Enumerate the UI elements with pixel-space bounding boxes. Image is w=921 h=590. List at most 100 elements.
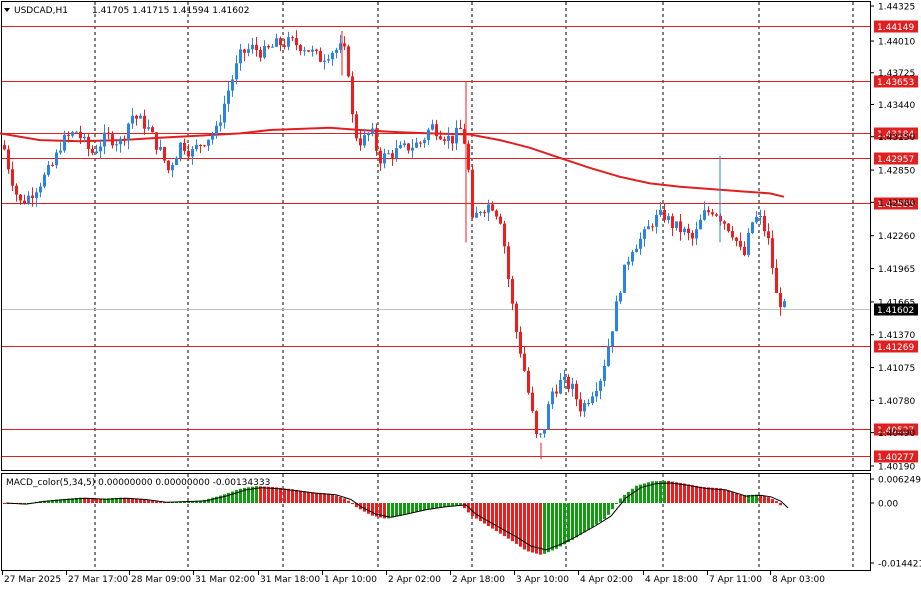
collapse-triangle-icon[interactable] (4, 8, 10, 12)
macd-bar (591, 503, 594, 528)
level-line-7[interactable]: 1.40277 (2, 450, 918, 464)
candle (387, 149, 390, 155)
macd-bar (103, 498, 106, 503)
macd-panel[interactable] (1, 473, 871, 571)
candle (467, 140, 470, 173)
macd-bar (575, 503, 578, 538)
candle (391, 150, 394, 166)
candle (15, 183, 18, 202)
level-line-3[interactable]: 1.42957 (2, 152, 918, 166)
macd-bar (647, 482, 650, 503)
candle (311, 45, 314, 57)
macd-bar (255, 486, 258, 503)
time-axis[interactable]: 27 Mar 2025 27 Mar 17:00 28 Mar 09:00 31 Ma… (2, 571, 826, 585)
candle (195, 139, 198, 152)
candle (447, 127, 450, 149)
candle (23, 194, 26, 205)
macd-bar (735, 493, 738, 503)
time-tick-label: 31 Mar 02:00 (195, 575, 255, 585)
macd-bar (379, 503, 382, 518)
macd-bar (387, 503, 390, 519)
candle (475, 206, 478, 218)
time-tick-label: 27 Mar 2025 (4, 575, 61, 585)
level-price-label-5: 1.41269 (877, 343, 914, 353)
horizontal-levels[interactable]: 1.44149 1.43653 1.43184 1.42957 1.42555 1.412… (2, 20, 918, 464)
candle (667, 213, 670, 224)
level-line-1[interactable]: 1.43653 (2, 75, 918, 89)
price-axis[interactable]: 1.44325 1.44010 1.43725 1.43440 1.43150 1.428… (870, 3, 915, 473)
candle (515, 301, 518, 339)
macd-bar (431, 503, 434, 509)
candle (87, 133, 90, 157)
macd-bar (303, 491, 306, 503)
candle (771, 230, 774, 275)
macd-bar (479, 503, 482, 522)
candle (3, 140, 6, 151)
macd-bar (619, 498, 622, 503)
candle (103, 124, 106, 155)
macd-bar (699, 486, 702, 503)
macd-bar (159, 502, 162, 504)
candle (79, 125, 82, 144)
level-line-5[interactable]: 1.41269 (2, 340, 918, 354)
macd-bar (643, 483, 646, 503)
macd-bar (767, 497, 770, 503)
candle (635, 244, 638, 253)
candle (171, 162, 174, 178)
macd-bar (435, 503, 438, 508)
candle (183, 138, 186, 155)
macd-bar (215, 496, 218, 503)
candle (99, 139, 102, 159)
macd-bar (607, 503, 610, 515)
level-line-4[interactable]: 1.42555 (2, 197, 918, 211)
macd-bar (527, 503, 530, 552)
candle (439, 130, 442, 141)
candle (723, 220, 726, 230)
macd-bar (131, 498, 134, 503)
candle (343, 36, 346, 51)
macd-bar (123, 497, 126, 503)
macd-bar (75, 498, 78, 503)
level-line-0[interactable]: 1.44149 (2, 20, 918, 34)
level-price-box-5 (874, 340, 918, 353)
candle (291, 35, 294, 42)
price-panel[interactable] (1, 1, 871, 471)
macd-bar (455, 503, 458, 506)
candle (367, 132, 370, 142)
macd-bar (423, 503, 426, 510)
macd-bar (163, 502, 166, 504)
macd-bar (711, 487, 714, 503)
candle (707, 206, 710, 216)
candle (335, 47, 338, 59)
candle (91, 145, 94, 156)
candle (163, 146, 166, 164)
macd-bar (239, 488, 242, 503)
level-line-6[interactable]: 1.40527 (2, 423, 918, 437)
candle (431, 119, 434, 131)
candle (483, 209, 486, 217)
candle (699, 214, 702, 230)
candle (215, 121, 218, 139)
macd-bar (267, 486, 270, 503)
macd-bar (703, 487, 706, 503)
macd-bar (631, 488, 634, 503)
candle (283, 38, 286, 50)
candle (519, 326, 522, 358)
candle (247, 43, 250, 57)
macd-bar (759, 495, 762, 503)
macd-axis[interactable]: 0.0062497 0.00 -0.0144218 (870, 476, 921, 570)
macd-bar (739, 495, 742, 503)
candle (295, 30, 298, 51)
candle (575, 380, 578, 407)
macd-bar (23, 503, 26, 504)
candle (251, 37, 254, 54)
macd-bar (135, 498, 138, 503)
macd-bar (443, 503, 446, 507)
candle (67, 131, 70, 143)
macd-bar (147, 500, 150, 503)
macd-bar (151, 500, 154, 503)
candle (359, 130, 362, 151)
candle (7, 145, 10, 174)
macd-bar (483, 503, 486, 524)
